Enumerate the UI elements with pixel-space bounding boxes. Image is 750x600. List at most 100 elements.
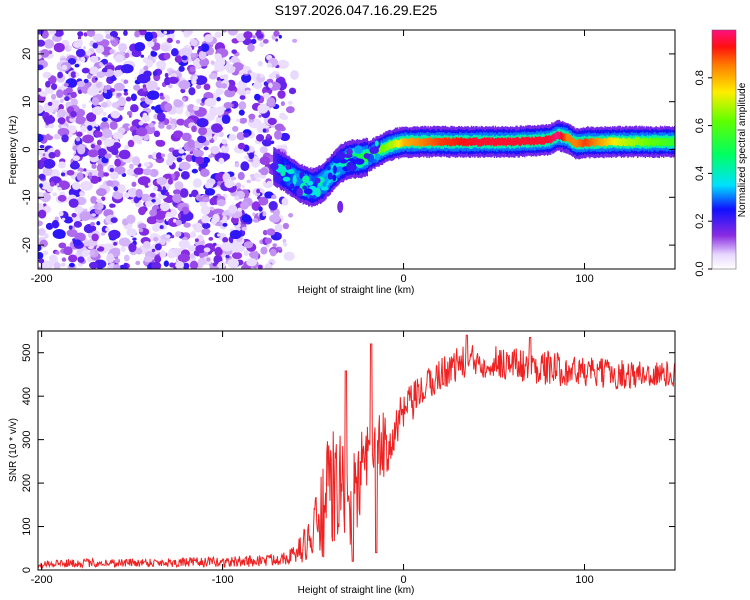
ridge-cell	[467, 138, 469, 147]
ridge-cell	[418, 138, 421, 147]
ridge-cell	[480, 138, 482, 147]
ridge-cell	[315, 181, 317, 192]
noise-blob	[64, 96, 70, 102]
noise-blob	[145, 80, 158, 91]
noise-blob	[118, 237, 131, 247]
noise-blob	[142, 168, 153, 176]
ridge-cell	[513, 138, 515, 146]
ridge-cell	[617, 137, 619, 146]
noise-blob	[256, 188, 261, 194]
ridge-cell	[391, 141, 393, 149]
ridge-cell	[585, 138, 588, 147]
noise-blob	[277, 246, 282, 251]
noise-blob	[241, 226, 247, 231]
ridge-cell	[422, 138, 424, 147]
noise-blob	[174, 55, 183, 63]
noise-blob	[120, 246, 127, 252]
ridge-cell	[557, 131, 560, 140]
ridge-cell	[621, 138, 624, 146]
noise-blob	[202, 222, 211, 229]
ridge-cell	[481, 137, 484, 146]
noise-blob	[212, 242, 217, 246]
noise-blob	[109, 167, 114, 173]
ridge-cell	[607, 137, 610, 146]
noise-blob	[151, 106, 156, 110]
noise-blob	[38, 191, 44, 199]
ridge-cell	[440, 138, 442, 147]
ridge-cell	[324, 176, 326, 187]
noise-blob	[173, 218, 177, 223]
noise-blob	[38, 148, 43, 156]
ridge-cell	[615, 138, 617, 147]
ridge-cell	[623, 138, 626, 147]
ridge-cell	[647, 138, 650, 147]
noise-blob	[274, 123, 285, 131]
ridge-cell	[407, 138, 410, 147]
noise-blob	[57, 186, 62, 191]
noise-blob	[149, 192, 156, 198]
noise-blob	[164, 72, 169, 78]
noise-blob	[110, 217, 118, 223]
ridge-cell	[588, 139, 590, 147]
noise-blob	[277, 90, 286, 99]
noise-blob	[236, 118, 241, 122]
noise-blob	[274, 223, 283, 233]
noise-blob	[243, 250, 249, 257]
noise-blob	[200, 43, 210, 52]
ridge-cell	[581, 139, 583, 148]
noise-blob	[218, 157, 225, 165]
noise-blob	[135, 260, 141, 266]
noise-blob	[77, 256, 85, 263]
noise-blob	[38, 251, 44, 260]
noise-blob	[288, 87, 297, 95]
noise-blob	[95, 83, 102, 88]
noise-blob	[86, 30, 96, 37]
noise-blob	[166, 124, 172, 130]
ridge-cell	[580, 139, 582, 148]
ridge-cell	[410, 137, 412, 146]
noise-blob	[271, 194, 277, 200]
ridge-cell	[412, 137, 414, 146]
noise-blob	[154, 210, 166, 221]
noise-blob	[200, 205, 211, 215]
noise-blob	[90, 221, 96, 227]
noise-blob	[70, 98, 78, 107]
noise-blob	[49, 99, 59, 110]
noise-blob	[95, 77, 98, 81]
ridge-cell	[622, 137, 625, 145]
noise-blob	[96, 139, 102, 146]
ridge-cell	[528, 136, 530, 145]
ridge-cell	[603, 138, 605, 146]
ridge-blob	[320, 186, 329, 191]
noise-blob	[96, 71, 106, 79]
noise-blob	[87, 74, 92, 80]
noise-blob	[240, 201, 249, 210]
ridge-cell	[560, 132, 563, 141]
ridge-cell	[496, 137, 499, 145]
noise-blob	[222, 222, 228, 227]
ridge-cell	[655, 137, 657, 146]
noise-blob	[109, 120, 118, 130]
noise-blob	[187, 103, 195, 113]
ridge-cell	[491, 137, 493, 145]
noise-blob	[230, 176, 237, 181]
noise-blob	[48, 30, 57, 35]
noise-blob	[216, 76, 221, 82]
ridge-cell	[606, 138, 608, 146]
noise-blob	[224, 143, 227, 147]
noise-blob	[143, 255, 153, 263]
noise-blob	[80, 125, 87, 133]
ridge-cell	[299, 177, 301, 188]
noise-blob	[243, 132, 250, 138]
snr-panel: -200 -100 0 100 0 100 200 300 400 500 Height of s…	[8, 330, 676, 596]
noise-blob	[261, 139, 272, 147]
noise-blob	[142, 240, 151, 249]
ridge-cell	[604, 137, 606, 146]
ridge-cell	[538, 136, 540, 145]
noise-blob	[280, 101, 285, 107]
noise-blob	[70, 71, 77, 79]
ridge-cell	[479, 138, 481, 147]
noise-blob	[227, 258, 239, 269]
noise-blob	[213, 136, 218, 141]
ridge-cell	[518, 138, 521, 146]
